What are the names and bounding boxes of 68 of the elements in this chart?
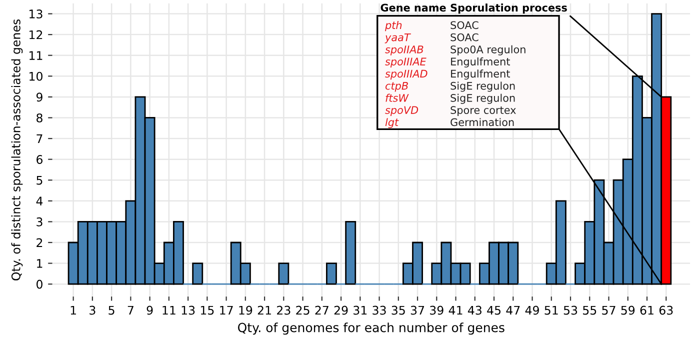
annotation: spoIIIAE xyxy=(385,58,426,68)
x-tick-label: 35 xyxy=(392,306,405,315)
y-tick-label: 8 xyxy=(36,113,42,122)
x-tick-label: 1 xyxy=(70,306,76,315)
x-tick-label: 53 xyxy=(564,306,578,315)
x-tick-label: 19 xyxy=(239,306,252,315)
x-tick-label: 21 xyxy=(258,306,271,315)
annotation: SigE regulon xyxy=(450,82,515,92)
x-tick-label: 43 xyxy=(468,306,482,315)
annotation: ftsW xyxy=(386,94,409,102)
y-tick-label: 5 xyxy=(36,176,42,185)
x-tick-label: 7 xyxy=(128,306,134,315)
y-tick-label: 0 xyxy=(36,280,42,289)
x-tick-label: 33 xyxy=(372,306,386,315)
annotation: Spore cortex xyxy=(450,106,516,116)
x-tick-label: 41 xyxy=(448,306,462,315)
annotation: Spo0A regulon xyxy=(450,45,526,56)
x-tick-label: 61 xyxy=(640,306,654,315)
x-tick-label: 29 xyxy=(334,306,348,315)
x-tick-label: 47 xyxy=(506,306,520,315)
x-tick-label: 5 xyxy=(108,306,114,315)
annotation: lgt xyxy=(385,118,399,128)
y-tick-label: 7 xyxy=(36,134,42,144)
x-tick-label: 57 xyxy=(602,306,616,315)
x-tick-label: 39 xyxy=(430,306,444,315)
annotation: Engulfment xyxy=(451,57,510,68)
x-tick-label: 11 xyxy=(162,306,176,315)
y-tick-label: 11 xyxy=(30,51,42,60)
annotation: Engulfment xyxy=(451,70,510,80)
y-tick-label: 12 xyxy=(30,30,42,40)
y-tick-label: 4 xyxy=(36,196,43,206)
x-tick-label: 17 xyxy=(220,306,233,315)
x-tick-label: 15 xyxy=(200,306,214,315)
x-tick-label: 23 xyxy=(277,306,290,315)
y-tick-label: 3 xyxy=(36,217,42,226)
annotation: spoIIAB xyxy=(385,46,424,56)
annotation: ctpB xyxy=(385,82,408,92)
x-tick-label: 59 xyxy=(621,306,635,315)
annotation: SOAC xyxy=(450,33,478,42)
x-tick-label: 51 xyxy=(544,306,558,315)
annotation: Gene name xyxy=(380,4,446,12)
y-tick-label: 10 xyxy=(30,72,42,81)
annotation: pth xyxy=(384,21,402,32)
x-tick-label: 9 xyxy=(146,306,153,315)
y-tick-label: 2 xyxy=(36,238,42,247)
annotation: Germination xyxy=(450,118,514,126)
x-tick-label: 45 xyxy=(487,306,500,315)
x-tick-label: 25 xyxy=(296,306,310,315)
annotation: Sporulation process xyxy=(450,4,567,14)
y-tick-label: 13 xyxy=(30,9,42,18)
annotation: spoVD xyxy=(385,106,418,116)
annotation: spoIIIAD xyxy=(385,70,428,80)
y-tick-label: 6 xyxy=(36,155,43,164)
x-tick-label: 27 xyxy=(315,306,328,315)
x-tick-label: 37 xyxy=(410,306,424,315)
annotation: SOAC xyxy=(450,21,478,30)
y-tick-label: 1 xyxy=(37,259,42,268)
x-tick-label: 13 xyxy=(182,306,195,315)
x-tick-label: 49 xyxy=(525,306,539,315)
x-tick-label: 63 xyxy=(659,306,673,315)
y-tick-label: 9 xyxy=(36,92,42,102)
x-tick-label: 31 xyxy=(354,306,367,315)
x-tick-label: 3 xyxy=(90,306,96,315)
x-axis-title: Qty. of genomes for each number of genes xyxy=(238,322,504,335)
y-axis-title: Qty. of distinct sporulation-associated genes xyxy=(11,19,23,280)
x-tick-label: 55 xyxy=(583,306,596,315)
annotation: yaaT xyxy=(384,33,411,44)
annotation: SigE regulon xyxy=(450,94,515,104)
